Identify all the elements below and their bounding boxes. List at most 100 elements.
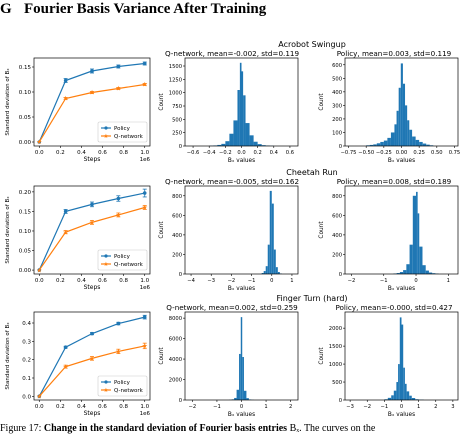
ytick-label: 0.00 <box>19 140 32 146</box>
data-point-policy <box>64 210 68 214</box>
data-point-policy <box>143 191 147 195</box>
xtick-label: 0.0 <box>237 150 245 156</box>
ytick-label: 0.10 <box>19 90 32 96</box>
legend-label-qnet: Q-network <box>114 134 144 140</box>
legend-marker-policy <box>104 380 107 383</box>
xtick-label: −3 <box>346 404 354 410</box>
histogram-bar <box>399 88 401 146</box>
histogram-bar <box>412 137 416 146</box>
ytick-label: 400 <box>332 90 342 96</box>
ytick-label: 0.1 <box>22 376 31 382</box>
histogram-bar <box>397 111 399 146</box>
y-axis-label: Standard deviation of Bₓ <box>5 196 11 264</box>
xtick-label: 0.8 <box>119 404 128 410</box>
ytick-label: 1500 <box>329 344 342 350</box>
histogram-bar <box>416 140 420 146</box>
ytick-label: 0.20 <box>19 190 32 196</box>
caption-label: Figure 17: <box>0 423 41 434</box>
histogram-bar <box>240 63 242 146</box>
data-point-policy <box>90 69 94 73</box>
ytick-label: 200 <box>332 117 342 123</box>
ytick-label: 6000 <box>169 337 182 343</box>
xtick-label: 1.0 <box>140 404 149 410</box>
data-point-qnet: ★ <box>89 219 95 227</box>
xtick-label: −3 <box>207 278 215 284</box>
ytick-label: 0.15 <box>19 209 32 215</box>
histogram-frame <box>185 186 298 274</box>
histogram-bar <box>377 143 381 146</box>
ytick-label: 1500 <box>169 64 182 70</box>
ytick-label: 500 <box>332 380 342 386</box>
histogram-bar <box>384 141 388 146</box>
histogram-bar <box>401 63 403 146</box>
histogram-bar <box>406 264 409 274</box>
ytick-label: 0.15 <box>19 65 32 71</box>
histogram-bar <box>250 135 254 146</box>
data-point-qnet: ★ <box>115 211 121 219</box>
ytick-label: 400 <box>332 233 342 239</box>
xtick-label: 0.2 <box>56 278 65 284</box>
data-point-qnet: ★ <box>89 355 95 363</box>
ytick-label: 200 <box>332 252 342 258</box>
xtick-label: 0.8 <box>119 150 128 156</box>
histogram-bar <box>225 141 229 146</box>
xtick-label: 0.0 <box>35 278 44 284</box>
xtick-label: −1 <box>248 278 256 284</box>
data-point-policy <box>117 65 121 69</box>
y-axis-label: Count <box>159 221 165 239</box>
xtick-label: 0 <box>270 278 273 284</box>
data-point-qnet: ★ <box>63 95 69 103</box>
xtick-label: 0 <box>414 278 417 284</box>
xtick-label: 1 <box>447 278 450 284</box>
histogram-bar <box>426 271 429 274</box>
legend-marker-policy <box>104 126 107 129</box>
xtick-label: 1 <box>264 404 267 410</box>
ytick-label: 0.05 <box>19 115 32 121</box>
histogram-bar <box>274 250 276 274</box>
histogram-bar <box>391 132 395 146</box>
legend-marker-policy <box>104 254 107 257</box>
histogram-bar <box>237 390 239 400</box>
histogram-bar <box>266 266 268 274</box>
legend-label-policy: Policy <box>114 126 131 132</box>
data-point-policy <box>64 345 68 349</box>
histogram-frame <box>345 186 458 274</box>
legend-label-qnet: Q-network <box>114 388 144 394</box>
histogram-bar <box>237 90 239 146</box>
xtick-label: −0.2 <box>219 150 232 156</box>
xtick-label: −0.25 <box>376 150 392 156</box>
ytick-label: 1000 <box>169 91 182 97</box>
data-point-qnet: ★ <box>89 89 95 97</box>
xtick-label: 0.2 <box>56 150 65 156</box>
histogram-bar <box>403 368 405 400</box>
ytick-label: 100 <box>332 130 342 136</box>
data-point-policy <box>90 332 94 336</box>
histogram-bar <box>380 142 384 146</box>
histogram-bar <box>244 391 246 400</box>
histogram-bar <box>418 213 420 274</box>
histogram-bar <box>239 354 241 400</box>
data-point-qnet: ★ <box>36 266 42 274</box>
ytick-label: 1250 <box>169 77 182 83</box>
ytick-label: 250 <box>172 131 182 137</box>
ytick-label: 1000 <box>329 362 342 368</box>
ytick-label: 4000 <box>169 357 182 363</box>
ytick-label: 0 <box>339 272 342 278</box>
x-offset-label: 1e6 <box>140 157 151 163</box>
histogram-bar <box>268 245 270 274</box>
data-point-qnet: ★ <box>36 393 42 401</box>
xtick-label: 3 <box>451 404 454 410</box>
ytick-label: 0.10 <box>19 229 32 235</box>
ytick-label: 600 <box>172 213 182 219</box>
x-axis-label: Steps <box>84 284 101 291</box>
histogram-bar <box>400 317 402 400</box>
data-point-qnet: ★ <box>115 85 121 93</box>
legend-label-policy: Policy <box>114 254 131 260</box>
y-axis-label: Standard deviation of Bₓ <box>5 68 11 136</box>
data-point-policy <box>143 62 147 66</box>
xtick-label: −0.75 <box>341 150 357 156</box>
